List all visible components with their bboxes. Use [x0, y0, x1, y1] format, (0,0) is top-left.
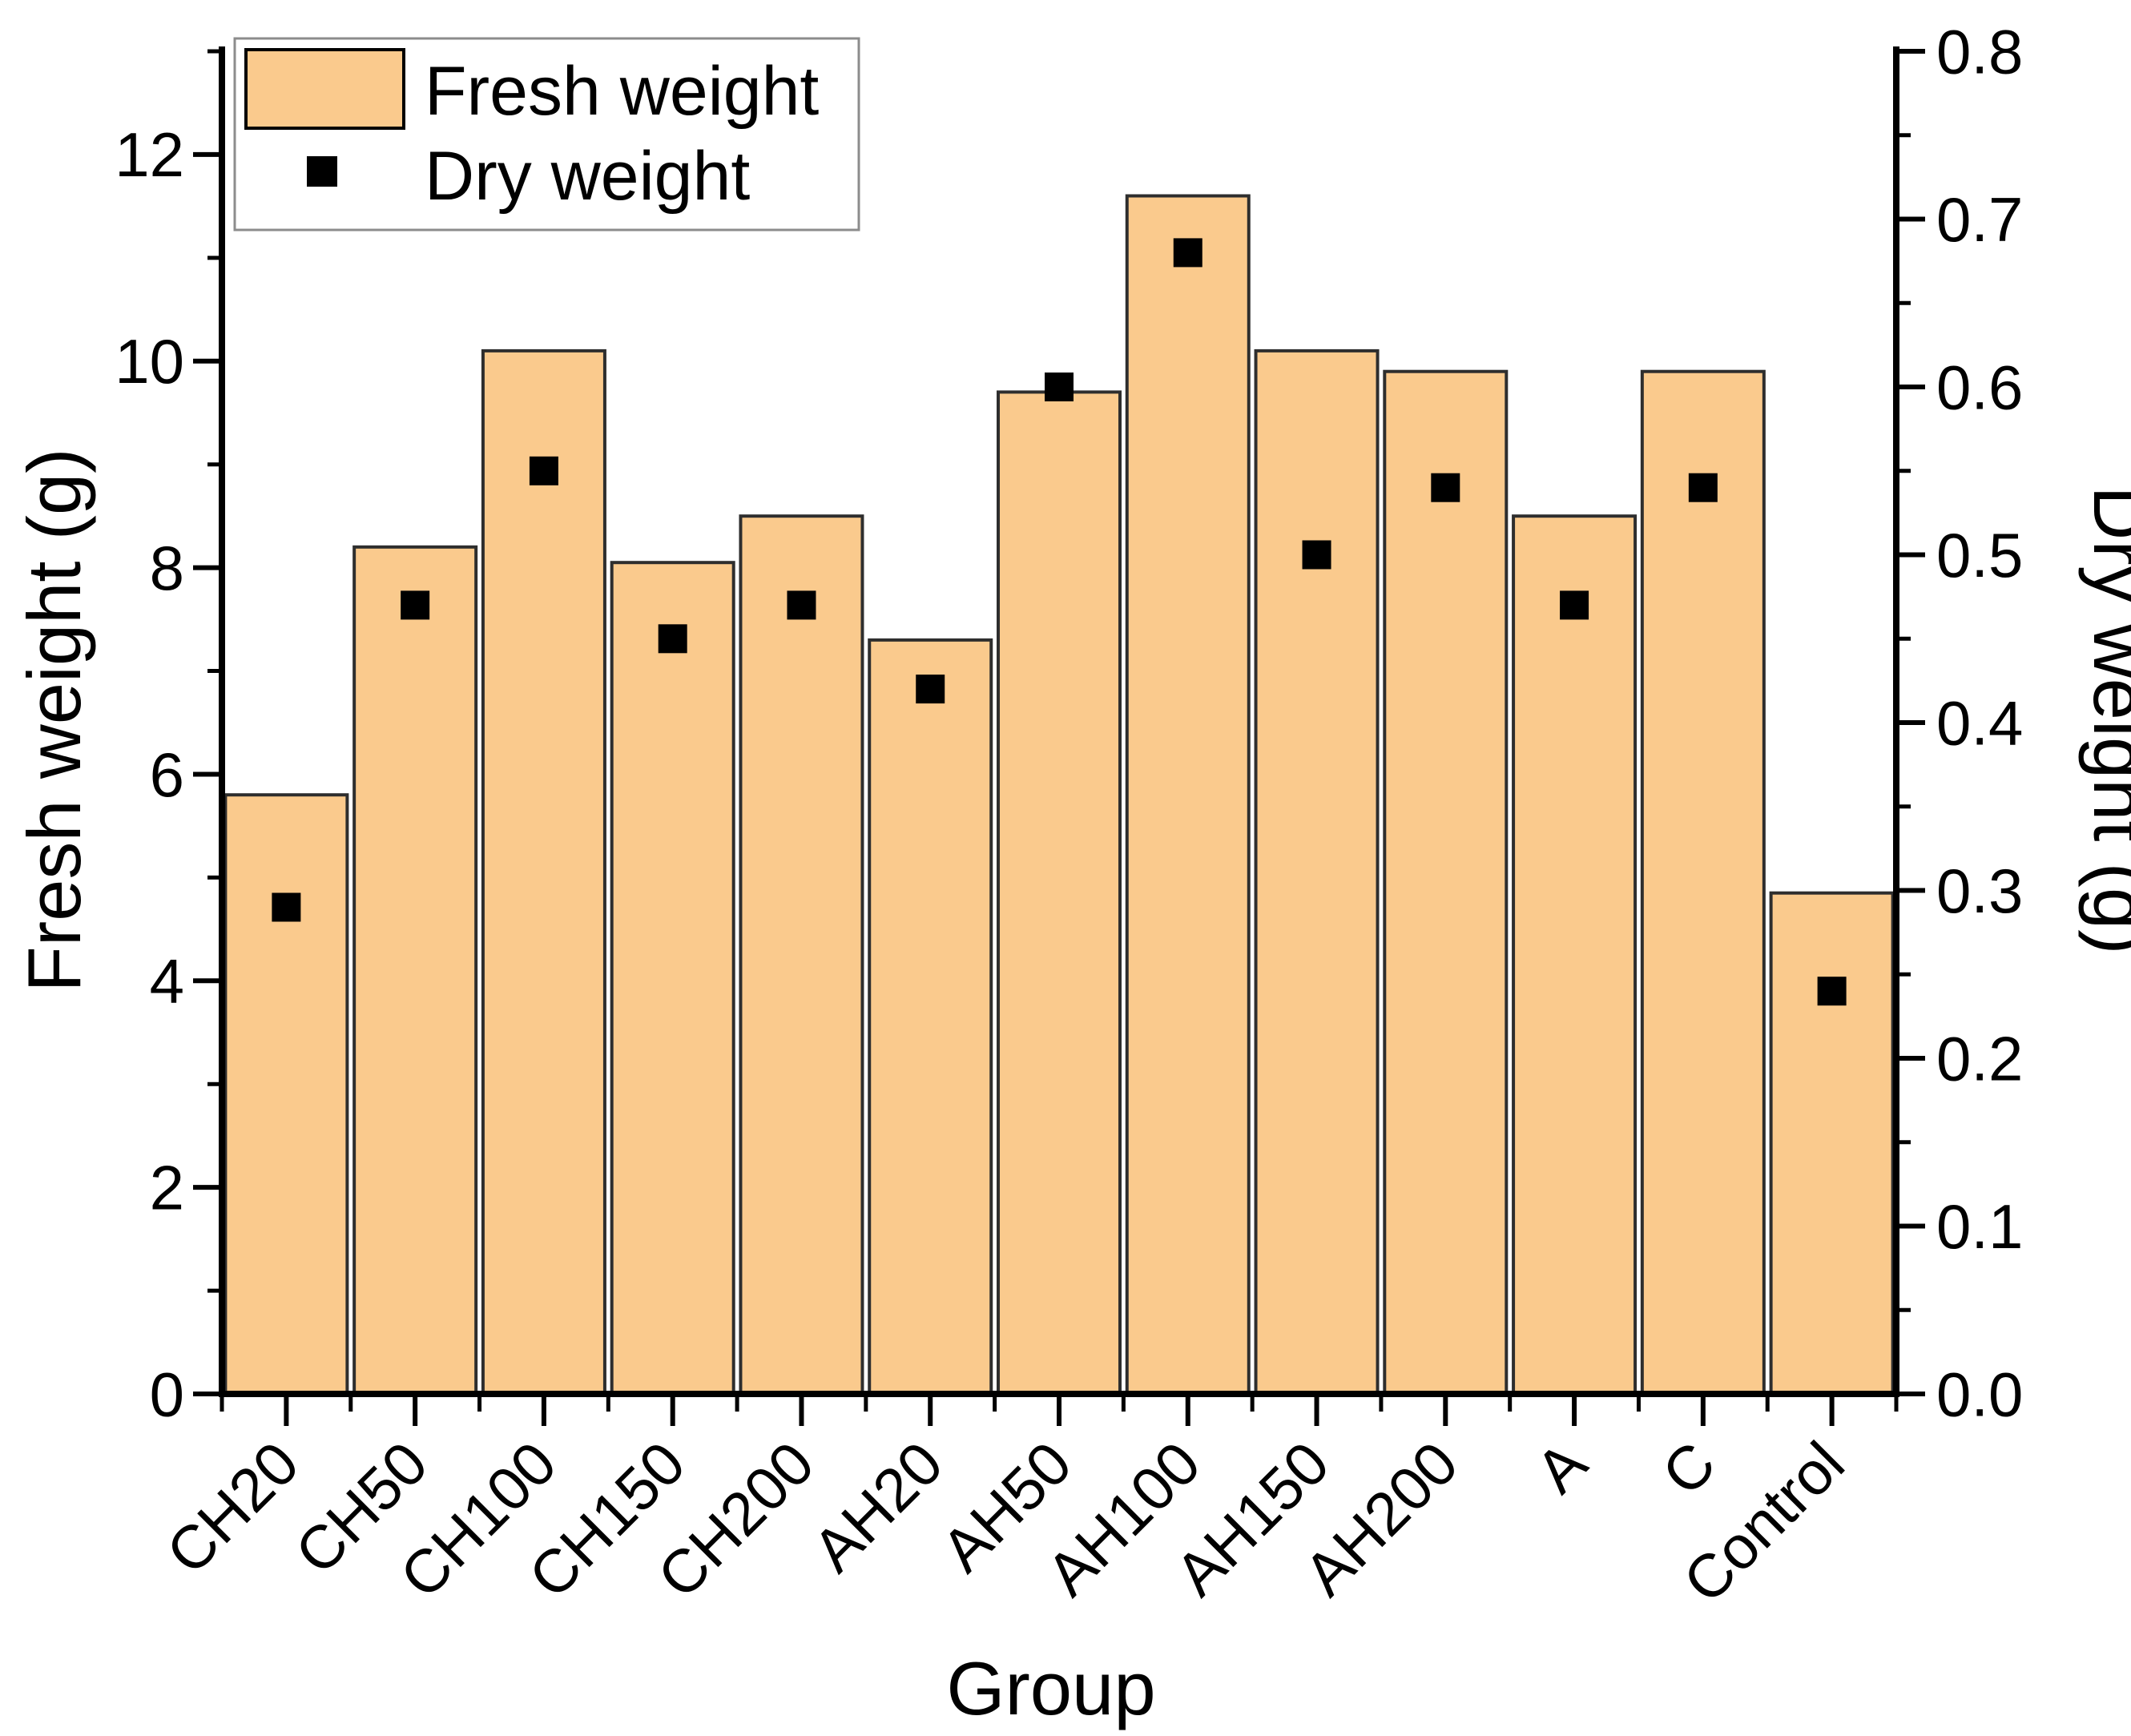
- bar-A: [1512, 514, 1638, 1398]
- right-tick-label-0.0: 0.0: [1936, 1359, 2023, 1429]
- marker-CH100: [529, 456, 558, 485]
- dry-weight-markers-group: [272, 238, 1847, 1006]
- left-tick-label-12: 12: [115, 119, 184, 190]
- legend-item-dry-weight: Dry weight: [307, 138, 750, 215]
- legend-label-dry-weight: Dry weight: [425, 138, 750, 215]
- right-tick-label-0.1: 0.1: [1936, 1191, 2023, 1262]
- left-tick-label-2: 2: [150, 1152, 184, 1222]
- marker-CH50: [401, 590, 430, 620]
- bar-CH200: [739, 514, 864, 1398]
- marker-CH150: [658, 624, 687, 654]
- x-tick-label-A: A: [1523, 1429, 1600, 1506]
- x-tick-label-CH20: CH20: [154, 1429, 312, 1588]
- x-tick-label-C: C: [1650, 1429, 1729, 1508]
- bar-AH150: [1254, 348, 1380, 1397]
- legend-bar-swatch: [244, 48, 405, 130]
- marker-CH20: [272, 892, 301, 922]
- bar-AH200: [1383, 369, 1509, 1398]
- bar-CH100: [481, 348, 606, 1397]
- right-tick-label-0.4: 0.4: [1936, 687, 2023, 758]
- right-tick-label-0.6: 0.6: [1936, 352, 2023, 422]
- legend-square-marker-icon: [307, 156, 337, 187]
- right-tick-label-0.8: 0.8: [1936, 16, 2023, 87]
- left-tick-label-6: 6: [150, 739, 184, 810]
- bar-AH20: [868, 638, 993, 1397]
- bar-CH50: [352, 545, 478, 1397]
- right-tick-label-0.5: 0.5: [1936, 520, 2023, 590]
- bar-C: [1640, 369, 1766, 1398]
- marker-Control: [1817, 977, 1847, 1006]
- fresh-weight-bars-group: [224, 194, 1895, 1398]
- legend-label-fresh-weight: Fresh weight: [425, 53, 819, 130]
- x-tick-label-AH20: AH20: [800, 1429, 957, 1585]
- bar-CH20: [224, 793, 349, 1397]
- marker-A: [1560, 590, 1589, 620]
- marker-AH20: [916, 675, 945, 704]
- bar-AH100: [1125, 194, 1251, 1397]
- left-tick-label-8: 8: [150, 533, 184, 603]
- marker-AH200: [1431, 473, 1460, 502]
- legend: Fresh weight Dry weight: [233, 37, 860, 232]
- legend-item-fresh-weight: Fresh weight: [244, 48, 819, 130]
- bar-CH150: [610, 561, 735, 1398]
- marker-AH100: [1173, 238, 1202, 268]
- bar-AH50: [997, 390, 1122, 1397]
- left-tick-label-0: 0: [150, 1359, 184, 1429]
- y-axis-title-left: Fresh weight (g): [12, 448, 96, 992]
- bar-Control: [1769, 891, 1895, 1397]
- marker-AH150: [1302, 540, 1331, 570]
- x-axis-title: Group: [946, 1646, 1155, 1730]
- marker-C: [1688, 473, 1718, 502]
- left-tick-label-4: 4: [150, 946, 184, 1017]
- marker-CH200: [787, 590, 816, 620]
- y-axis-title-right: Dry weight (g): [2078, 485, 2131, 954]
- right-tick-label-0.2: 0.2: [1936, 1023, 2023, 1094]
- right-tick-label-0.3: 0.3: [1936, 856, 2023, 926]
- left-tick-label-10: 10: [115, 326, 184, 397]
- right-tick-label-0.7: 0.7: [1936, 184, 2023, 255]
- marker-AH50: [1045, 373, 1074, 401]
